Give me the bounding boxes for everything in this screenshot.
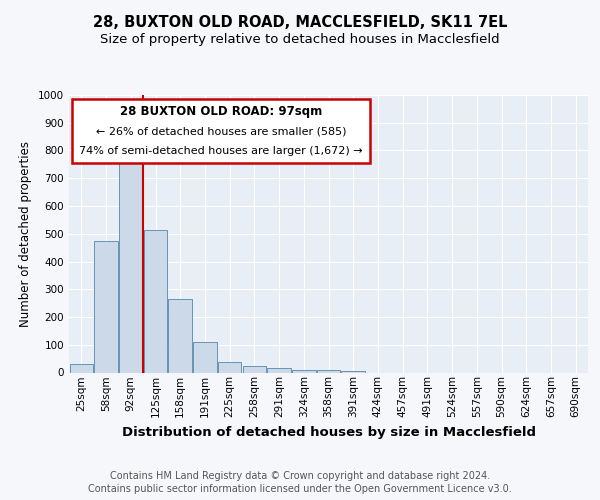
FancyBboxPatch shape	[71, 99, 370, 163]
Bar	[292, 370, 316, 372]
Text: Contains HM Land Registry data © Crown copyright and database right 2024.: Contains HM Land Registry data © Crown c…	[110, 471, 490, 481]
Bar	[94, 240, 118, 372]
Text: 28, BUXTON OLD ROAD, MACCLESFIELD, SK11 7EL: 28, BUXTON OLD ROAD, MACCLESFIELD, SK11 …	[93, 15, 507, 30]
Text: 74% of semi-detached houses are larger (1,672) →: 74% of semi-detached houses are larger (…	[79, 146, 362, 156]
Bar	[70, 364, 93, 372]
Text: 28 BUXTON OLD ROAD: 97sqm: 28 BUXTON OLD ROAD: 97sqm	[119, 105, 322, 118]
Bar	[268, 368, 291, 372]
Bar	[317, 370, 340, 372]
Text: ← 26% of detached houses are smaller (585): ← 26% of detached houses are smaller (58…	[95, 126, 346, 136]
Bar	[193, 342, 217, 372]
Text: Contains public sector information licensed under the Open Government Licence v3: Contains public sector information licen…	[88, 484, 512, 494]
Y-axis label: Number of detached properties: Number of detached properties	[19, 141, 32, 327]
Bar	[144, 230, 167, 372]
X-axis label: Distribution of detached houses by size in Macclesfield: Distribution of detached houses by size …	[121, 426, 536, 438]
Text: Size of property relative to detached houses in Macclesfield: Size of property relative to detached ho…	[100, 34, 500, 46]
Bar	[169, 299, 192, 372]
Bar	[119, 145, 143, 372]
Bar	[218, 362, 241, 372]
Bar	[341, 371, 365, 372]
Bar	[242, 366, 266, 372]
